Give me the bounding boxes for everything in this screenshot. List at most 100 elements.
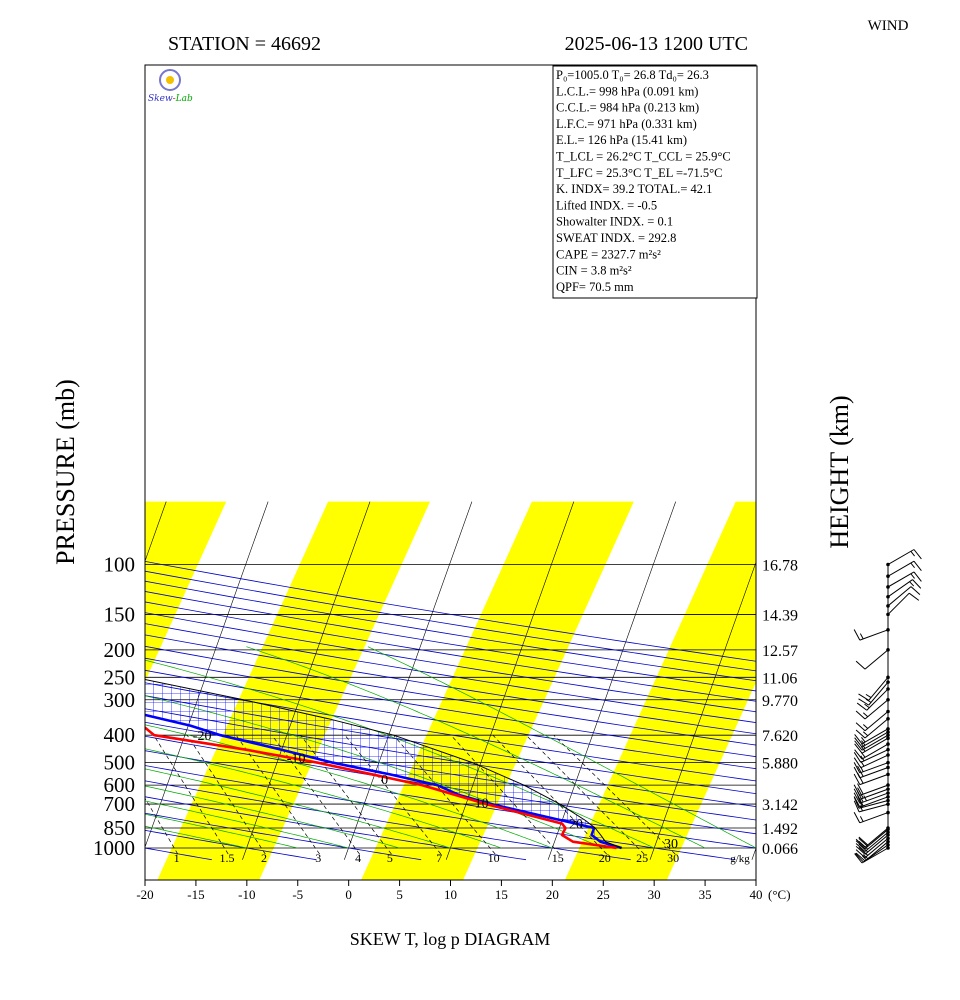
wind-barb: [864, 838, 889, 859]
dry-adiabat: [145, 623, 756, 724]
mixing-ratio-label: 2: [261, 851, 267, 865]
height-tick-label: 1.492: [762, 821, 798, 838]
wind-barb-flag: [861, 737, 866, 743]
wind-barb: [864, 649, 889, 670]
dry-adiabat: [145, 750, 756, 849]
wind-barb: [864, 834, 889, 855]
dry-adiabat: [145, 812, 422, 861]
height-tick-label: 5.880: [762, 756, 798, 773]
dry-adiabat: [145, 780, 631, 861]
x-tick-label: -15: [187, 887, 204, 902]
mixing-ratio-label: 3: [315, 851, 321, 865]
dry-adiabat: [145, 657, 756, 758]
wind-barb-flag: [855, 849, 866, 859]
pressure-tick-label: 700: [104, 792, 136, 816]
pressure-tick-label: 300: [104, 688, 136, 712]
x-tick-label: 40: [750, 887, 763, 902]
wind-barb-flag: [859, 633, 864, 640]
wind-barb-flag: [865, 693, 872, 698]
wind-barb: [859, 788, 889, 800]
wind-barb: [858, 803, 889, 813]
wind-barb: [864, 827, 889, 848]
wind-barb: [887, 579, 913, 598]
index-line: T_LCL = 26.2°C T_CCL = 25.9°C: [556, 150, 731, 164]
dry-adiabat: [145, 708, 756, 808]
wind-barb: [861, 737, 889, 754]
wind-barb-flag: [910, 573, 915, 579]
wind-barb: [859, 784, 889, 796]
x-tick-label: 15: [495, 887, 508, 902]
isotherm-line: [649, 561, 756, 860]
isotherm-line: [854, 502, 960, 860]
wind-barb-flag: [853, 773, 861, 785]
isotherm-line: [956, 502, 960, 860]
wind-barb-flag: [910, 586, 921, 596]
wind-barb-flag: [854, 737, 863, 748]
isotherm-label: 20: [569, 818, 583, 833]
mixing-ratio-line: [186, 734, 266, 855]
wind-barb-flag: [855, 843, 866, 852]
index-line: QPF= 70.5 mm: [556, 280, 634, 294]
wind-barb: [864, 699, 889, 720]
pressure-tick-label: 500: [104, 751, 136, 775]
index-line: C.C.L.= 984 hPa (0.213 km): [556, 101, 699, 115]
wind-barb-flag: [913, 560, 922, 571]
wind-barb: [860, 754, 889, 769]
pressure-tick-label: 200: [104, 638, 136, 662]
wind-barb: [887, 571, 915, 588]
wind-barb-flag: [862, 724, 869, 729]
temperature-line: [145, 713, 622, 850]
wind-barb-flag: [853, 762, 861, 774]
wind-barb-flag: [908, 592, 920, 601]
wind-barb-flag: [854, 734, 863, 745]
mixing-ratio-label: 1: [174, 851, 180, 865]
isotherm-label: 30: [664, 837, 678, 852]
dewpoint-line: [145, 725, 617, 850]
dry-adiabat: [145, 669, 756, 770]
mixing-ratio-line: [153, 734, 229, 855]
height-tick-label: 3.142: [762, 797, 798, 814]
isotherm-label: 10: [475, 796, 489, 811]
wind-title: WIND: [868, 18, 909, 34]
moist-adiabat: [145, 785, 400, 849]
wind-barb-flag: [855, 729, 866, 739]
height-tick-label: 12.57: [762, 643, 798, 660]
wind-barb: [861, 743, 889, 760]
wind-barb-flag: [862, 731, 869, 737]
wind-barb-flag: [853, 784, 861, 796]
height-tick-label: 7.620: [762, 728, 798, 745]
mixing-ratio-line: [393, 734, 496, 855]
wind-barb-flag: [855, 845, 866, 855]
wind-barb: [864, 829, 889, 850]
wind-barb-flag: [913, 549, 922, 560]
moist-adiabat: [145, 748, 502, 849]
wind-barb-flag: [858, 846, 869, 856]
wind-barb: [868, 676, 889, 701]
isotherm-line: [242, 501, 371, 860]
wind-barb-flag: [858, 838, 869, 847]
moist-adiabat: [246, 646, 706, 849]
dry-adiabat: [145, 612, 756, 713]
wind-barb-flag: [855, 852, 866, 862]
height-tick-label: 14.39: [762, 607, 798, 624]
station-title: STATION = 46692: [168, 33, 321, 55]
isotherm-label: -10: [287, 752, 306, 767]
x-tick-label: 35: [699, 887, 712, 902]
moist-adiabat: [145, 800, 349, 849]
wind-barb-flag: [854, 853, 863, 864]
wind-barb-flag: [853, 812, 861, 824]
wind-barb-flag: [858, 698, 869, 706]
wind-barb-flag: [859, 816, 864, 822]
index-line: Showalter INDX. = 0.1: [556, 215, 673, 229]
pressure-tick-label: 850: [104, 816, 136, 840]
datetime-title: 2025-06-13 1200 UTC: [565, 33, 748, 55]
mixing-ratio-label: 25: [636, 851, 648, 865]
isotherm-line: [547, 501, 676, 860]
isotherm-label: 0: [381, 773, 388, 788]
index-line: L.C.L.= 998 hPa (0.091 km): [556, 84, 698, 98]
moist-adiabat: [145, 724, 553, 849]
wind-barb-flag: [857, 787, 864, 799]
wind-barb: [859, 629, 889, 641]
height-tick-label: 0.066: [762, 841, 798, 858]
pressure-tick-label: 100: [104, 553, 136, 577]
